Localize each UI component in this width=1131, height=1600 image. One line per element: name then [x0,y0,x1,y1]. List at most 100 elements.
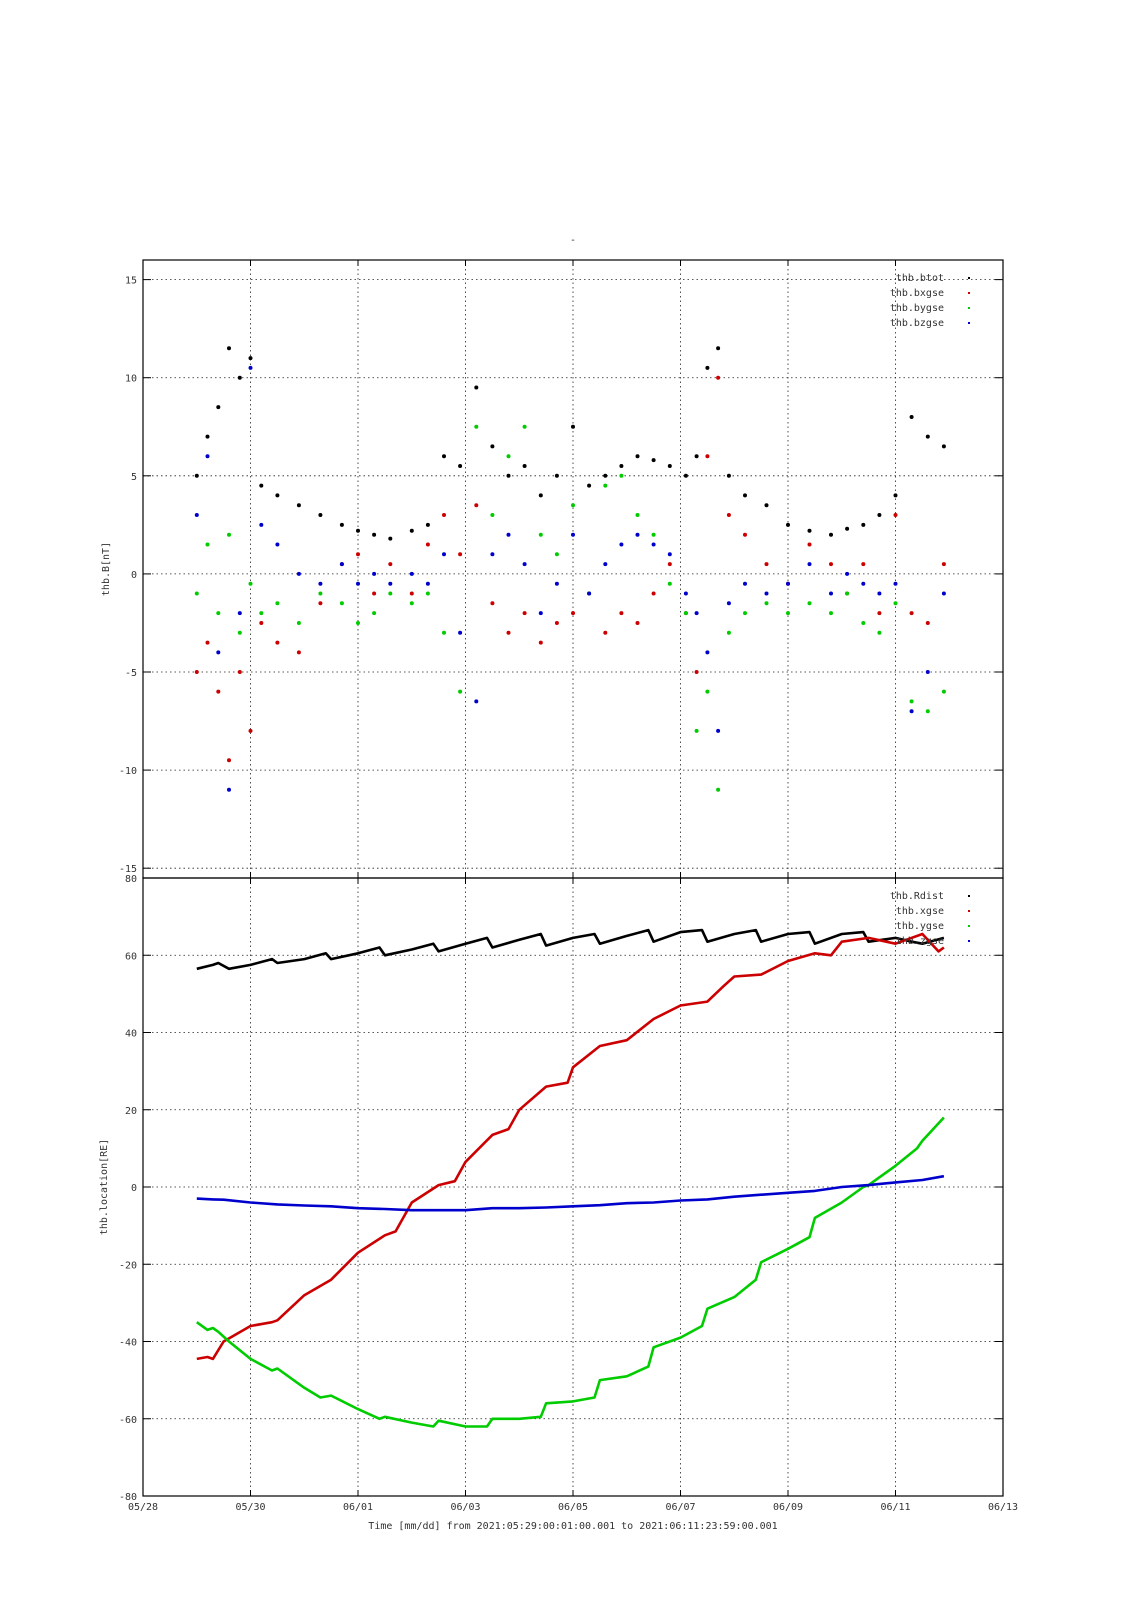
data-point [716,728,721,733]
data-point [425,581,430,586]
data-point [442,454,446,459]
data-point [603,483,608,488]
data-point [216,611,221,616]
data-point [603,562,608,567]
data-point [941,689,946,694]
data-point [705,454,710,459]
legend-swatch [968,277,970,279]
data-point [705,365,710,370]
y-tick-label: -10 [119,766,137,777]
data-point [409,571,414,576]
data-point [318,513,323,517]
data-point [227,787,231,792]
data-point [474,699,479,704]
data-point [587,591,592,596]
data-point [619,611,624,616]
data-point [667,581,672,586]
data-point [554,581,559,586]
data-point [909,415,914,419]
legend-label: thb.bzgse [890,318,944,329]
series-line [196,932,945,1361]
data-point [683,473,688,478]
data-point [893,493,898,498]
y-axis-label: thb.location[RE] [99,1139,110,1235]
data-point [829,562,833,567]
data-point [807,528,812,533]
data-point [667,464,672,468]
axis-ticks: 15 10 5 0 -5 -10 -15 [119,260,1004,878]
legend-label: thb.bxgse [890,288,944,299]
data-point [216,650,221,655]
data-point [194,591,199,596]
series-thb-xgse [196,932,945,1361]
data-point [571,424,575,429]
axis-ticks: 05/28 05/30 06/01 06/03 06/05 06/07 06/09 06/11… [119,874,1018,1513]
data-point [490,444,495,449]
data-point [237,611,242,616]
data-point [372,571,377,576]
plot-area [194,346,946,792]
data-point [635,621,640,625]
data-point [909,611,914,616]
data-point [506,532,511,537]
data-point [259,621,264,625]
figure-title: - [570,235,576,246]
data-point [227,758,231,763]
data-point [619,464,624,468]
data-point [474,503,479,508]
data-point [296,621,301,625]
data-point [442,630,446,635]
data-point [705,689,710,694]
data-point [743,611,747,616]
data-point [635,513,640,517]
data-point [877,630,882,635]
legend-swatch [968,940,970,942]
legend-swatch [968,910,970,912]
x-tick-label: 06/09 [773,1502,803,1513]
legend-swatch [968,292,970,294]
x-tick-label: 06/07 [665,1502,695,1513]
data-point [388,562,393,567]
data-point [694,728,699,733]
data-point [442,513,446,517]
data-point [318,581,323,586]
data-point [893,513,898,517]
series-thb-bygse [194,424,946,792]
data-point [425,522,430,527]
grid-lines [143,260,1003,878]
grid-lines [143,878,1003,1496]
data-point [296,571,301,576]
data-point [764,591,769,596]
data-point [425,542,430,547]
x-tick-label: 05/30 [235,1502,265,1513]
data-point [829,591,833,596]
data-point [861,621,866,625]
plot-frame [142,877,1004,1497]
data-point [861,581,866,586]
y-tick-label: 10 [125,374,137,385]
data-point [845,591,850,596]
y-axis-label: thb.B[nT] [101,542,112,596]
data-point [409,601,414,606]
data-point [216,405,221,410]
data-point [941,562,946,567]
data-point [205,454,210,459]
location-panel: 05/28 05/30 06/01 06/03 06/05 06/07 06/09 06/11… [99,874,1018,1513]
data-point [651,591,656,596]
data-point [726,473,731,478]
data-point [506,454,511,459]
data-point [651,458,656,463]
legend-swatch [968,307,970,309]
data-point [490,513,495,517]
data-point [743,493,747,498]
data-point [339,601,344,606]
plot-frame [142,259,1004,879]
data-point [522,464,527,468]
data-point [490,552,495,557]
data-point [861,562,866,567]
legend-swatch [968,322,970,324]
data-point [506,473,511,478]
y-tick-label: -80 [119,1492,137,1503]
data-point [829,532,833,537]
data-point [554,621,559,625]
